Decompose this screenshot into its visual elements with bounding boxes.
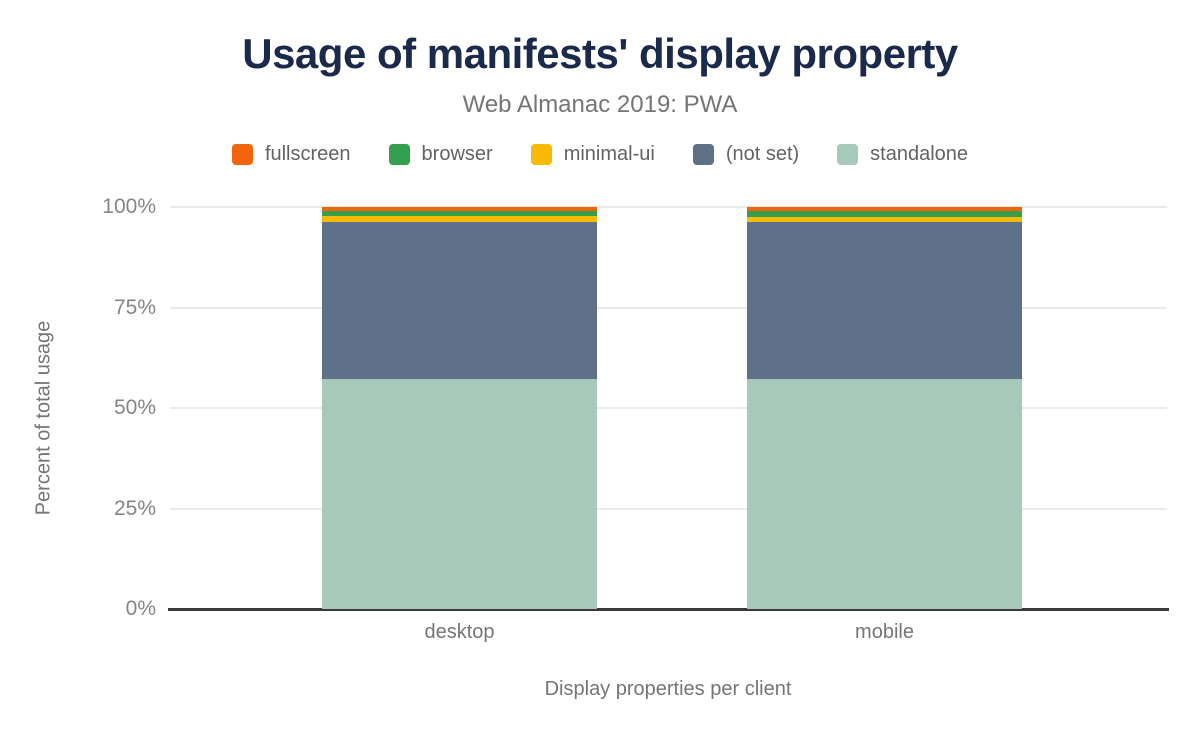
- legend-item-standalone: standalone: [837, 142, 968, 166]
- chart-subtitle: Web Almanac 2019: PWA: [462, 91, 738, 118]
- bar-segment-mobile-fullscreen: [747, 207, 1022, 212]
- x-axis-title: Display properties per client: [544, 678, 792, 700]
- chart-title: Usage of manifests' display property: [242, 30, 958, 77]
- legend-label: minimal-ui: [563, 143, 655, 165]
- legend-item-browser: browser: [388, 142, 493, 166]
- y-tick-label-0: 0%: [125, 597, 156, 620]
- bar-segment-mobile-standalone: [747, 378, 1022, 609]
- x-axis-baseline: [168, 608, 1169, 611]
- bar-segment-desktop-minimal-ui: [322, 216, 597, 223]
- legend-swatch-icon: [692, 143, 714, 165]
- bar-segment-desktop-fullscreen: [322, 207, 597, 212]
- legend-swatch-icon: [388, 143, 410, 165]
- legend-item-minimal-ui: minimal-ui: [530, 142, 655, 166]
- y-axis-title: Percent of total usage: [32, 320, 55, 516]
- bar-segment-mobile-notset: [747, 222, 1022, 379]
- legend-item-fullscreen: fullscreen: [231, 142, 351, 166]
- legend-swatch-icon: [530, 143, 552, 165]
- y-tick-label-100: 100%: [102, 195, 156, 218]
- legend-label: browser: [421, 143, 493, 165]
- y-tick-label-75: 75%: [113, 295, 156, 319]
- bar-segment-mobile-browser: [747, 211, 1022, 217]
- bar-desktop: [322, 207, 597, 609]
- x-category-label-mobile: mobile: [855, 621, 914, 643]
- legend-label: standalone: [870, 143, 969, 165]
- bar-segment-desktop-standalone: [322, 379, 597, 609]
- bar-segment-desktop-notset: [322, 222, 597, 380]
- legend-label: (not set): [725, 143, 800, 165]
- gridline-50: [170, 407, 1167, 409]
- legend: fullscreen browser minimal-ui (not set) stan…: [0, 142, 1200, 166]
- y-tick-label-50: 50%: [113, 396, 156, 419]
- bar-segment-mobile-minimal-ui: [747, 216, 1022, 223]
- legend-item-notset: (not set): [692, 142, 800, 166]
- legend-label: fullscreen: [264, 143, 351, 165]
- bar-mobile: [747, 207, 1022, 609]
- y-tick-label-25: 25%: [113, 496, 156, 520]
- gridline-75: [170, 306, 1167, 309]
- plot-area: 0% 25% 50% 75% 100%: [102, 195, 1169, 620]
- gridline-25: [170, 507, 1167, 510]
- legend-swatch-icon: [837, 143, 859, 165]
- bar-segment-desktop-browser: [322, 211, 597, 217]
- gridline-100: [170, 206, 1167, 208]
- legend-swatch-icon: [231, 143, 253, 165]
- x-category-label-desktop: desktop: [424, 621, 495, 643]
